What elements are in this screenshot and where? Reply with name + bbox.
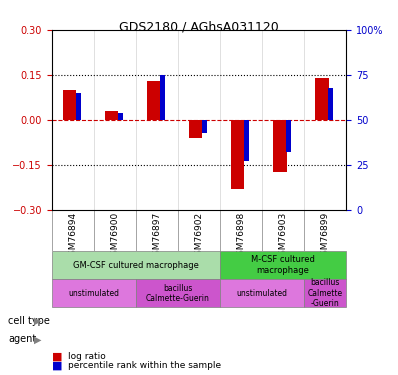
- Bar: [147, 81, 160, 120]
- Text: GSM76903: GSM76903: [279, 212, 288, 261]
- Text: bacillus
Calmette-Guerin: bacillus Calmette-Guerin: [146, 284, 210, 303]
- FancyBboxPatch shape: [304, 279, 346, 308]
- Text: log ratio: log ratio: [68, 352, 105, 361]
- FancyBboxPatch shape: [220, 279, 304, 308]
- Text: ▶: ▶: [34, 334, 41, 344]
- Text: GM-CSF cultured macrophage: GM-CSF cultured macrophage: [73, 261, 199, 270]
- Bar: [62, 90, 76, 120]
- Text: GDS2180 / AGhsA031120: GDS2180 / AGhsA031120: [119, 21, 279, 34]
- Bar: [273, 120, 287, 172]
- Bar: [76, 93, 81, 120]
- Bar: [202, 120, 207, 132]
- Text: GSM76900: GSM76900: [110, 212, 119, 261]
- Text: ■: ■: [52, 351, 62, 361]
- Text: ▶: ▶: [34, 316, 41, 326]
- Bar: [231, 120, 244, 189]
- Bar: [286, 120, 291, 152]
- Bar: [105, 111, 118, 120]
- Text: M-CSF cultured
macrophage: M-CSF cultured macrophage: [251, 255, 315, 275]
- FancyBboxPatch shape: [52, 251, 220, 279]
- Bar: [189, 120, 202, 138]
- Text: cell type: cell type: [8, 316, 50, 326]
- Text: agent: agent: [8, 334, 36, 344]
- Bar: [160, 75, 165, 120]
- Text: ■: ■: [52, 361, 62, 370]
- Bar: [244, 120, 249, 161]
- FancyBboxPatch shape: [52, 279, 136, 308]
- Text: percentile rank within the sample: percentile rank within the sample: [68, 361, 221, 370]
- Text: bacillus
Calmette
-Guerin: bacillus Calmette -Guerin: [308, 279, 343, 308]
- Text: GSM76898: GSM76898: [236, 212, 246, 261]
- FancyBboxPatch shape: [220, 251, 346, 279]
- Bar: [315, 78, 329, 120]
- Bar: [328, 87, 333, 120]
- Text: GSM76902: GSM76902: [195, 212, 203, 261]
- Text: GSM76894: GSM76894: [68, 212, 77, 261]
- Text: unstimulated: unstimulated: [68, 289, 119, 298]
- Text: GSM76897: GSM76897: [152, 212, 162, 261]
- Text: GSM76899: GSM76899: [321, 212, 330, 261]
- Text: unstimulated: unstimulated: [237, 289, 288, 298]
- Bar: [118, 113, 123, 120]
- FancyBboxPatch shape: [136, 279, 220, 308]
